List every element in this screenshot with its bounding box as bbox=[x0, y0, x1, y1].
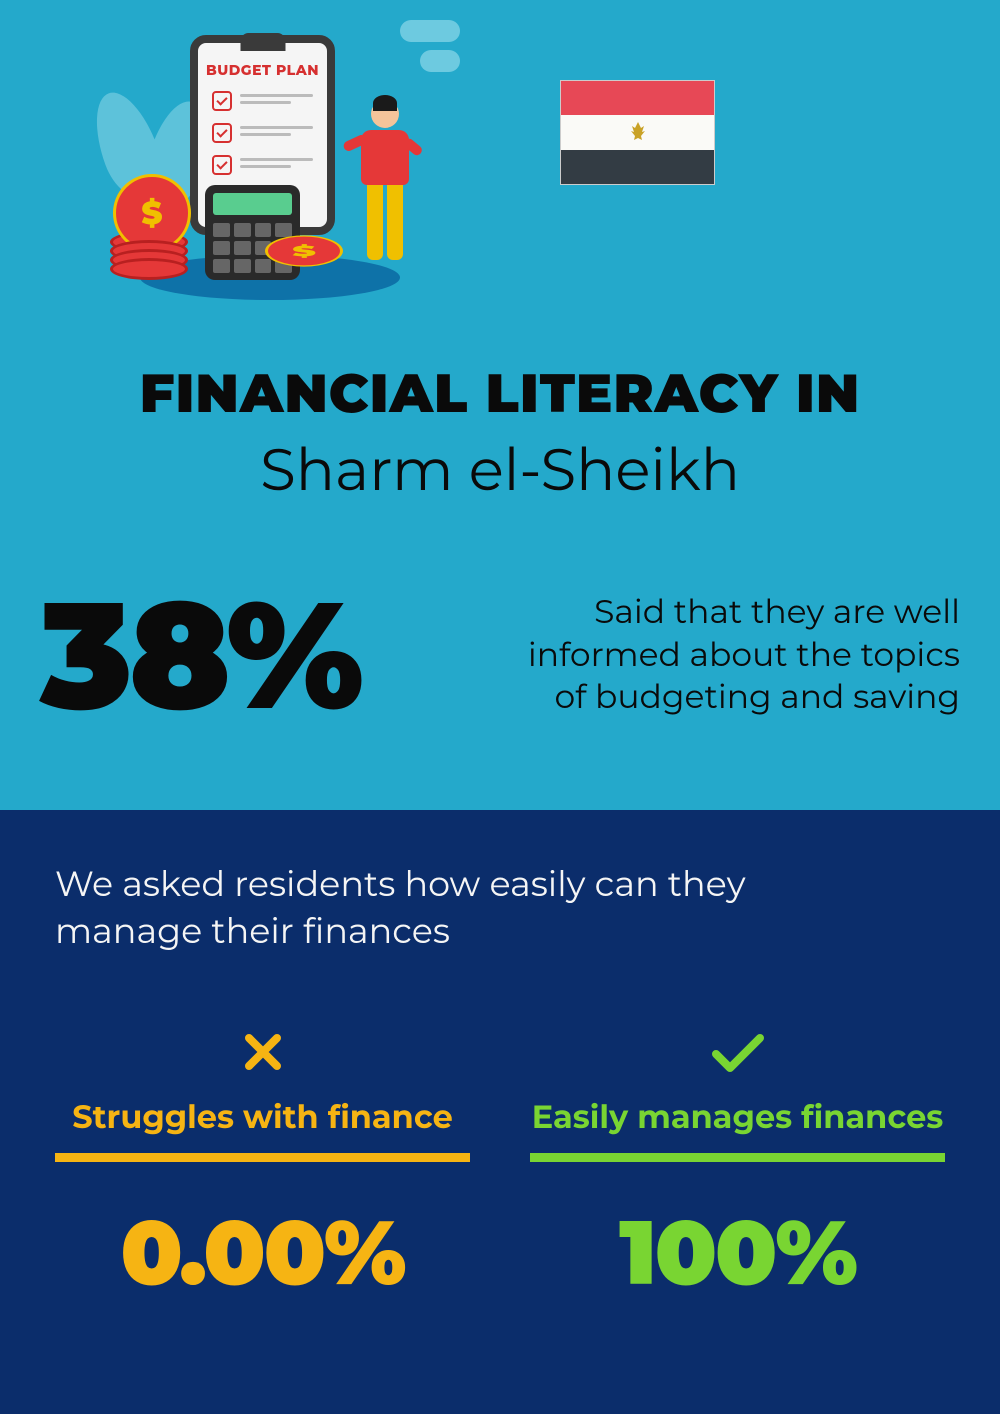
main-stat: 38% Said that they are well informed abo… bbox=[40, 580, 960, 730]
underline-yellow bbox=[55, 1153, 470, 1162]
clipboard-title: BUDGET PLAN bbox=[198, 61, 327, 79]
check-icon bbox=[530, 1025, 945, 1080]
top-panel: BUDGET PLAN $ $ bbox=[0, 0, 1000, 810]
result-value-manages: 100% bbox=[530, 1197, 945, 1307]
budget-illustration: BUDGET PLAN $ $ bbox=[110, 20, 430, 300]
title-city: Sharm el-Sheikh bbox=[0, 434, 1000, 505]
eagle-emblem-icon bbox=[628, 120, 648, 144]
egypt-flag-icon bbox=[560, 80, 715, 185]
survey-question: We asked residents how easily can they m… bbox=[55, 860, 875, 955]
cross-icon bbox=[55, 1025, 470, 1080]
infographic-page: BUDGET PLAN $ $ bbox=[0, 0, 1000, 1414]
result-label-struggles: Struggles with finance bbox=[55, 1098, 470, 1137]
bottom-panel: We asked residents how easily can they m… bbox=[0, 810, 1000, 1414]
coin-icon: $ bbox=[265, 235, 343, 266]
results-row: Struggles with finance 0.00% Easily mana… bbox=[55, 1025, 945, 1307]
title-block: FINANCIAL LITERACY IN Sharm el-Sheikh bbox=[0, 360, 1000, 505]
main-stat-desc: Said that they are well informed about t… bbox=[391, 591, 960, 720]
person-icon bbox=[350, 100, 420, 275]
coin-stack-icon: $ bbox=[110, 231, 188, 280]
result-value-struggles: 0.00% bbox=[55, 1197, 470, 1307]
calculator-icon bbox=[205, 185, 300, 280]
result-label-manages: Easily manages finances bbox=[530, 1098, 945, 1137]
title-line1: FINANCIAL LITERACY IN bbox=[0, 360, 1000, 426]
underline-green bbox=[530, 1153, 945, 1162]
result-struggles: Struggles with finance 0.00% bbox=[55, 1025, 470, 1307]
cloud-decoration bbox=[400, 20, 460, 80]
main-stat-value: 38% bbox=[40, 580, 361, 730]
result-manages: Easily manages finances 100% bbox=[530, 1025, 945, 1307]
